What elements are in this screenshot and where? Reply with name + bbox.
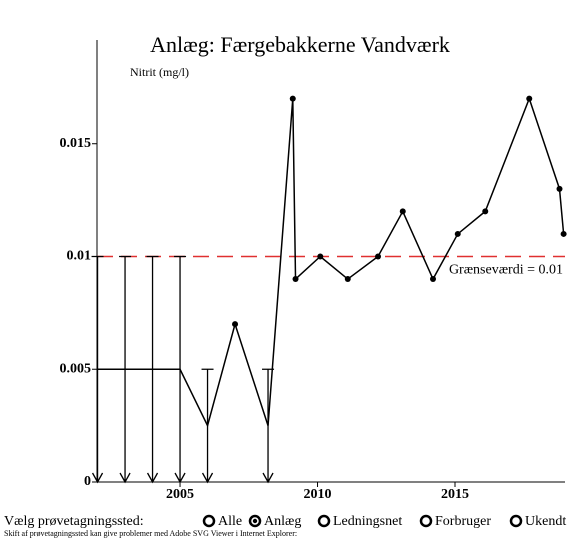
data-point <box>430 276 437 283</box>
x-tick-label: 2005 <box>166 487 194 502</box>
detection-limit-arrow <box>91 255 104 484</box>
radio-button[interactable] <box>509 514 523 528</box>
data-point <box>454 230 461 237</box>
y-axis-label: Nitrit (mg/l) <box>130 65 189 79</box>
threshold-label: Grænseværdi = 0.01 <box>449 263 563 278</box>
y-tick-label: 0.005 <box>60 361 92 376</box>
radio-option[interactable]: Ledningsnet <box>317 514 402 529</box>
radio-option[interactable]: Anlæg <box>248 514 301 529</box>
data-point <box>556 185 563 192</box>
chart-title: Anlæg: Færgebakkerne Vandværk <box>150 32 450 57</box>
data-point <box>399 208 406 215</box>
control-label: Vælg prøvetagningssted: <box>4 514 144 529</box>
data-point <box>375 253 382 260</box>
data-point <box>344 276 351 283</box>
radio-button[interactable] <box>419 514 433 528</box>
radio-button[interactable] <box>248 514 262 528</box>
data-point <box>292 276 299 283</box>
radio-option[interactable]: Alle <box>202 514 242 529</box>
detection-limit-arrow <box>119 255 132 484</box>
radio-label[interactable]: Ukendt <box>525 514 566 529</box>
data-point <box>526 95 533 102</box>
control-note: Skift af prøvetagningssted kan give prob… <box>4 529 297 538</box>
y-tick-label: 0 <box>84 474 91 489</box>
radio-label[interactable]: Anlæg <box>264 514 301 529</box>
detection-limit-arrow <box>201 368 214 484</box>
radio-label[interactable]: Ledningsnet <box>333 514 402 529</box>
radio-button[interactable] <box>317 514 331 528</box>
data-point <box>560 230 567 237</box>
data-point <box>232 321 239 328</box>
radio-label[interactable]: Forbruger <box>435 514 491 529</box>
radio-option[interactable]: Ukendt <box>509 514 566 529</box>
data-point <box>317 253 324 260</box>
detection-limit-arrow <box>146 255 159 484</box>
radio-button[interactable] <box>202 514 216 528</box>
radio-option[interactable]: Forbruger <box>419 514 491 529</box>
data-point <box>482 208 489 215</box>
y-tick-label: 0.01 <box>67 249 92 264</box>
y-tick-label: 0.015 <box>60 136 92 151</box>
detection-limit-arrow <box>262 368 275 484</box>
data-point <box>289 95 296 102</box>
detection-limit-arrow <box>174 255 187 484</box>
radio-selected-dot[interactable] <box>252 518 258 524</box>
x-tick-label: 2015 <box>441 487 469 502</box>
x-tick-label: 2010 <box>304 487 332 502</box>
radio-label[interactable]: Alle <box>218 514 242 529</box>
